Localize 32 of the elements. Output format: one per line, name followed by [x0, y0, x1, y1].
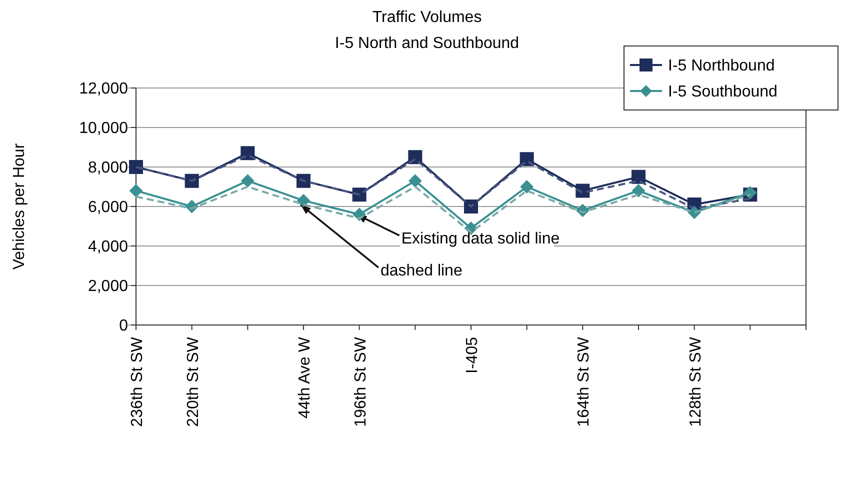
x-tick-label: 220th St SW — [184, 336, 202, 427]
x-tick-label: 164th St SW — [576, 336, 593, 427]
point — [520, 180, 534, 194]
y-tick-label: 6,000 — [88, 199, 128, 216]
x-tick-label: I-405 — [464, 336, 481, 374]
x-tick-label: 44th Ave W — [296, 336, 314, 419]
point — [408, 174, 422, 188]
annotation: dashed line — [380, 262, 462, 280]
chart-subtitle: I-5 North and Southbound — [334, 35, 520, 52]
point — [744, 186, 757, 200]
chart-title: Traffic Volumes — [372, 9, 482, 26]
legend-label: I-5 Southbound — [668, 84, 778, 101]
point — [184, 174, 199, 188]
point — [241, 174, 254, 188]
x-tick-label: 236th St SW — [129, 336, 146, 427]
x-tick-label: 196th St SW — [352, 336, 370, 427]
y-tick-label: 8,000 — [88, 160, 128, 177]
y-tick-label: 2,000 — [88, 278, 128, 296]
point — [129, 160, 143, 174]
x-tick-label: 128th St SW — [687, 336, 704, 427]
point — [296, 174, 310, 188]
annotation: Existing data solid line — [401, 230, 560, 248]
point — [632, 184, 645, 198]
y-tick-label: 4,000 — [88, 238, 128, 256]
point — [130, 184, 142, 198]
y-axis-title: Vehicles per Hour — [11, 142, 28, 270]
legend-label: I-5 Northbound — [668, 58, 775, 75]
y-tick-label: 0 — [119, 318, 128, 335]
y-tick-label: 10,000 — [79, 120, 128, 138]
point — [297, 194, 310, 208]
y-tick-label: 12,000 — [79, 80, 128, 98]
point — [632, 170, 646, 184]
